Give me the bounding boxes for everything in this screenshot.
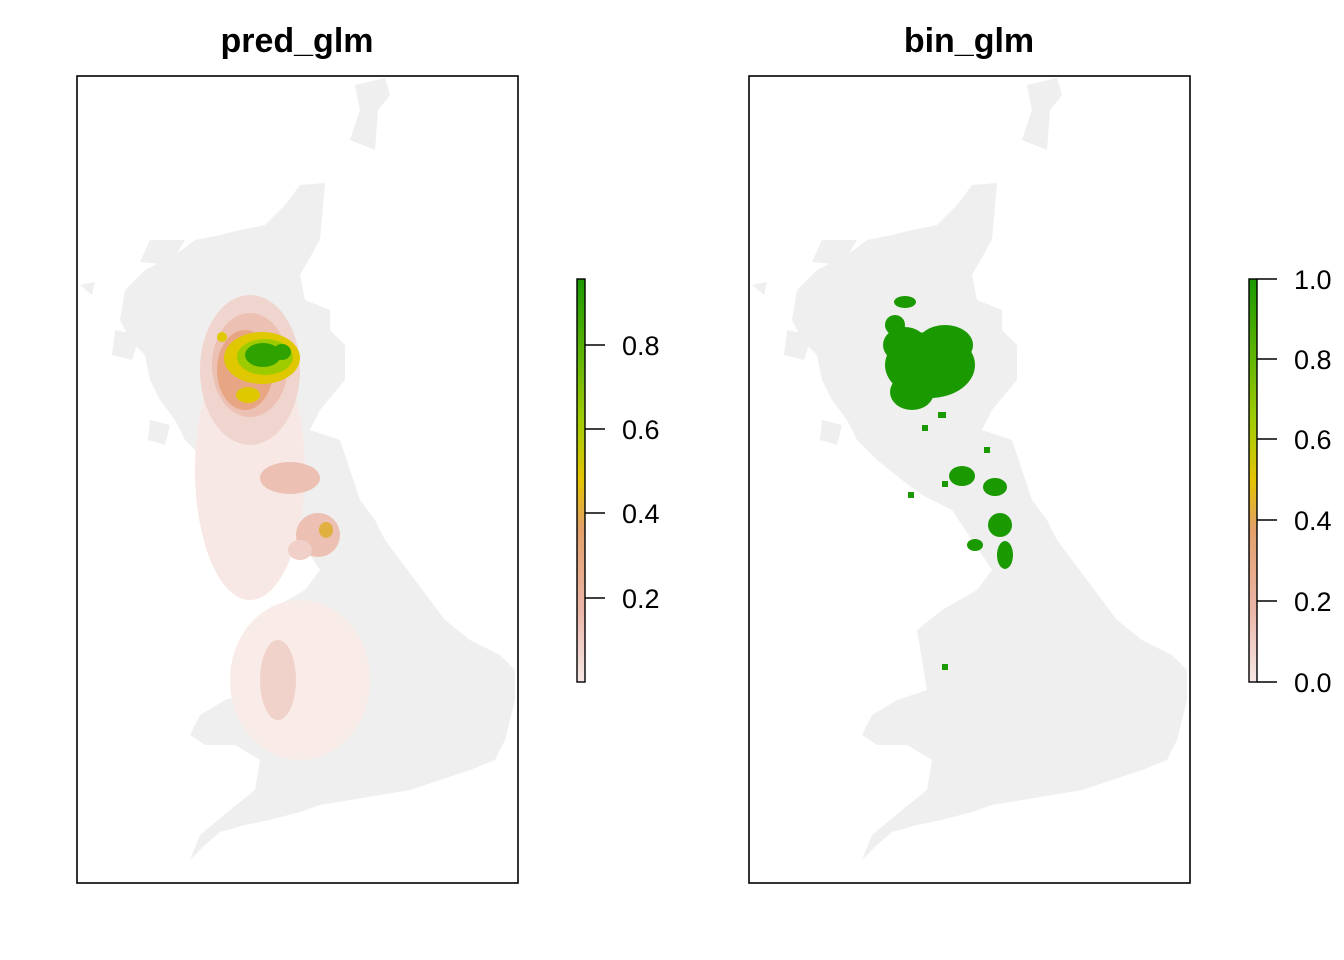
panel-pred-glm: pred_glm 0.2 0.4 0.6 0.8 <box>76 22 660 884</box>
presence-cell <box>938 412 946 418</box>
presence-cell <box>922 425 928 431</box>
presence-cell <box>983 478 1007 496</box>
panel-title-bin-glm: bin_glm <box>904 22 1034 60</box>
presence-cell <box>917 325 973 365</box>
map-frame <box>76 75 519 884</box>
presence-cell <box>908 492 914 498</box>
presence-cell <box>883 327 927 363</box>
land-region <box>812 240 857 265</box>
prob-area <box>273 344 291 360</box>
prob-area <box>288 540 312 560</box>
prob-area <box>245 343 281 367</box>
legend-tick-label: 0.4 <box>1294 506 1332 536</box>
legend-ticks: 0.0 0.2 0.4 0.6 0.8 1.0 <box>1257 265 1332 698</box>
legend-tick-label: 0.2 <box>622 584 660 614</box>
land-region <box>784 330 812 360</box>
prob-area <box>260 462 320 494</box>
land-region <box>820 420 842 445</box>
panel-bin-glm: bin_glm 0.0 0.2 0.4 0.6 0.8 1.0 <box>748 22 1332 884</box>
legend-tick-label: 0.0 <box>1294 668 1332 698</box>
legend-tick-label: 0.8 <box>1294 345 1332 375</box>
legend-tick-label: 1.0 <box>1294 265 1332 295</box>
legend-tick-label: 0.2 <box>1294 587 1332 617</box>
prob-low-area <box>230 600 370 760</box>
legend-bin-glm: 0.0 0.2 0.4 0.6 0.8 1.0 <box>1248 265 1332 698</box>
land-region <box>350 78 390 150</box>
prob-area <box>217 332 227 342</box>
land-region <box>112 330 140 360</box>
presence-cells <box>883 296 1013 670</box>
map-frame <box>748 75 1191 884</box>
land-region <box>140 240 185 265</box>
land-region <box>80 282 95 295</box>
presence-cell <box>894 296 916 308</box>
legend-colorbar <box>1248 278 1258 683</box>
legend-tick-label: 0.4 <box>622 499 660 529</box>
legend-tick-label: 0.6 <box>622 415 660 445</box>
land-region <box>1022 78 1062 150</box>
presence-cell <box>997 541 1013 569</box>
land-region <box>752 282 767 295</box>
presence-cell <box>942 481 948 487</box>
panel-title-pred-glm: pred_glm <box>220 22 373 60</box>
probability-hotspots <box>195 295 370 760</box>
map-bin-glm <box>752 78 1187 860</box>
presence-cell <box>984 447 990 453</box>
legend-pred-glm: 0.2 0.4 0.6 0.8 <box>576 278 660 683</box>
presence-cell <box>942 664 948 670</box>
legend-colorbar <box>576 278 586 683</box>
presence-cell <box>885 315 905 335</box>
land-region <box>148 420 170 445</box>
prob-area <box>260 640 296 720</box>
presence-cell <box>949 466 975 486</box>
legend-tick-label: 0.8 <box>622 331 660 361</box>
presence-cell <box>988 513 1012 537</box>
prob-area <box>236 387 260 403</box>
legend-ticks: 0.2 0.4 0.6 0.8 <box>585 331 660 614</box>
presence-cell <box>890 374 934 410</box>
legend-tick-label: 0.6 <box>1294 425 1332 455</box>
presence-cell <box>967 539 983 551</box>
prob-area <box>319 522 333 538</box>
map-pred-glm <box>80 78 515 860</box>
